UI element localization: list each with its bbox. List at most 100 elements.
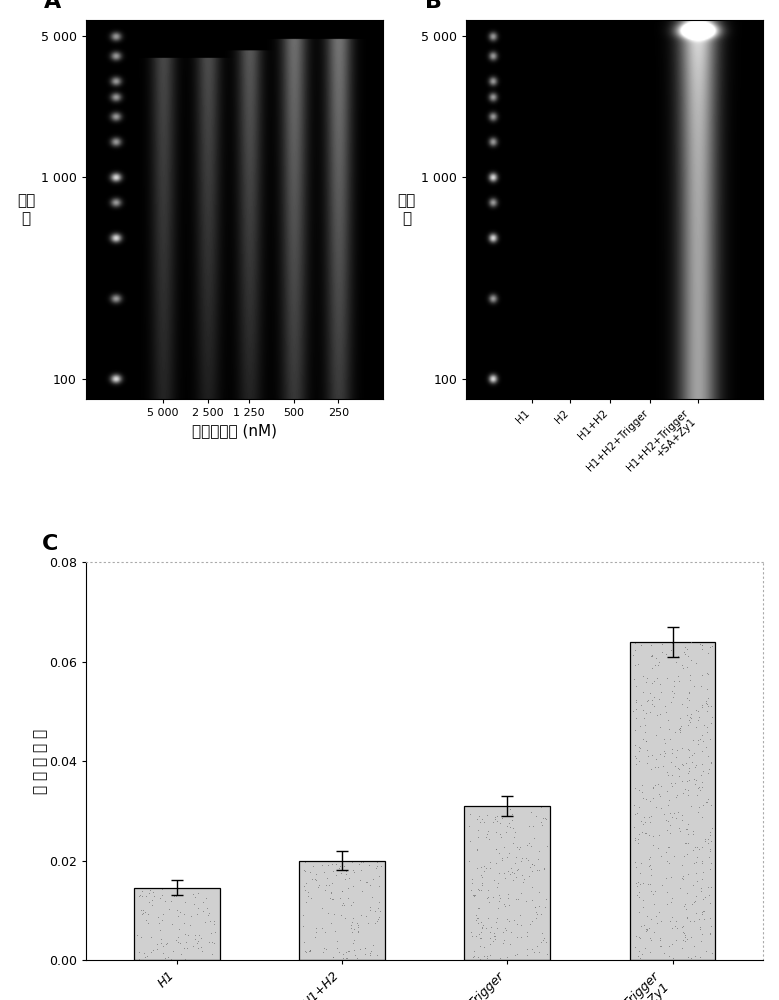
Point [178, 894, 191, 910]
Point [478, 863, 490, 879]
Point [492, 845, 505, 861]
Point [692, 712, 704, 728]
Point [631, 887, 643, 903]
Point [528, 857, 541, 873]
Point [484, 936, 496, 952]
Point [325, 885, 337, 901]
Point [644, 944, 657, 960]
Point [202, 907, 214, 923]
Point [481, 882, 494, 898]
X-axis label: 引发链浓度 (nM): 引发链浓度 (nM) [192, 424, 277, 439]
Point [701, 665, 714, 681]
Point [347, 864, 360, 880]
Point [503, 819, 516, 835]
Point [688, 855, 700, 871]
Point [672, 761, 685, 777]
Point [161, 949, 174, 965]
Point [134, 929, 146, 945]
Text: A: A [44, 0, 62, 12]
Point [648, 759, 661, 775]
Point [636, 892, 649, 908]
Point [628, 819, 640, 835]
Point [529, 899, 541, 915]
Point [136, 902, 149, 918]
Point [489, 809, 502, 825]
Point [650, 727, 662, 743]
Point [644, 876, 657, 892]
Point [627, 797, 640, 813]
Point [694, 636, 707, 652]
Point [321, 870, 333, 886]
Point [706, 709, 718, 725]
Point [471, 860, 484, 876]
Point [640, 717, 652, 733]
Point [676, 812, 689, 828]
Point [650, 751, 662, 767]
Point [689, 893, 702, 909]
Point [662, 712, 675, 728]
Point [640, 674, 652, 690]
Point [690, 702, 703, 718]
Point [655, 848, 668, 864]
Point [661, 670, 673, 686]
Point [661, 822, 674, 838]
Point [302, 888, 315, 904]
Point [298, 934, 310, 950]
Point [705, 698, 717, 714]
Point [474, 930, 487, 946]
Point [484, 947, 496, 963]
Point [661, 896, 673, 912]
Point [534, 799, 547, 815]
Point [657, 945, 670, 961]
Point [632, 874, 644, 890]
Point [696, 697, 708, 713]
Point [337, 858, 350, 874]
Point [298, 918, 310, 934]
Point [136, 888, 148, 904]
Point [139, 904, 152, 920]
Point [478, 858, 491, 874]
Point [681, 910, 693, 926]
Point [347, 935, 359, 951]
Point [681, 846, 693, 862]
Point [628, 671, 640, 687]
Point [463, 853, 475, 869]
Point [661, 767, 674, 783]
Point [693, 799, 706, 815]
Point [155, 887, 167, 903]
Point [643, 704, 656, 720]
Point [692, 804, 704, 820]
Point [146, 942, 159, 958]
Point [668, 758, 681, 774]
Point [503, 866, 516, 882]
Point [489, 824, 502, 840]
Point [151, 941, 164, 957]
Point [203, 905, 215, 921]
Point [536, 925, 548, 941]
Point [142, 915, 154, 931]
Point [132, 888, 145, 904]
Point [363, 945, 375, 961]
Point [647, 790, 659, 806]
Point [305, 890, 318, 906]
Point [687, 826, 700, 842]
Point [633, 930, 646, 946]
Point [512, 861, 524, 877]
Point [488, 811, 501, 827]
Point [673, 673, 686, 689]
Point [670, 913, 682, 929]
Point [696, 779, 708, 795]
Point [371, 858, 383, 874]
Point [648, 689, 661, 705]
Point [698, 717, 710, 733]
Point [136, 905, 149, 921]
Point [654, 932, 667, 948]
Point [682, 760, 695, 776]
Point [662, 797, 675, 813]
Point [492, 910, 504, 926]
Point [540, 934, 552, 950]
Point [629, 756, 642, 772]
Point [372, 900, 384, 916]
Point [632, 948, 644, 964]
Point [351, 917, 364, 933]
